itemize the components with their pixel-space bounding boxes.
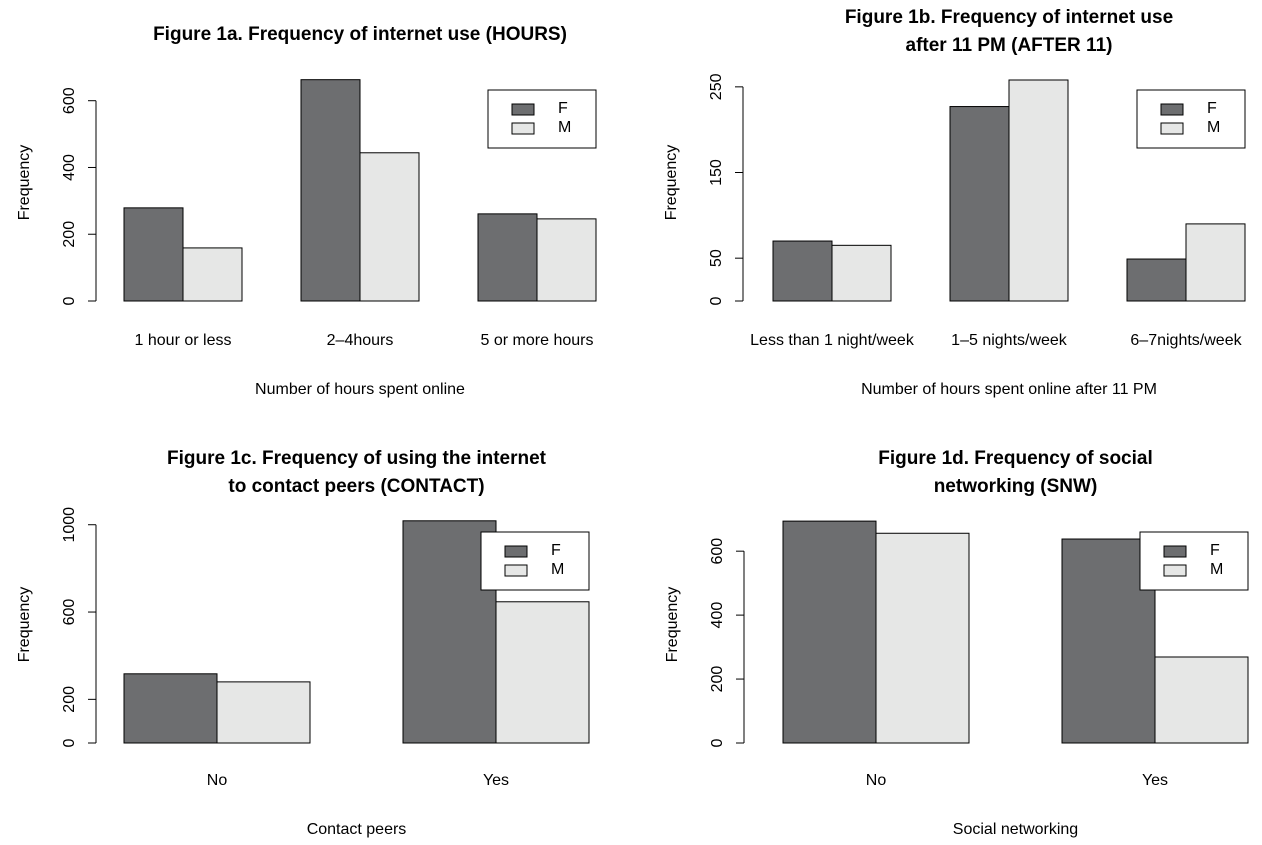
chart-title: Figure 1b. Frequency of internet use — [845, 7, 1173, 28]
legend-box — [1136, 89, 1246, 149]
legend-swatch — [1163, 545, 1187, 558]
x-tick-label: Yes — [1142, 772, 1168, 789]
legend-swatch — [1163, 564, 1187, 577]
y-tick-label: 0 — [61, 738, 78, 747]
panel: Figure 1b. Frequency of internet use afte… — [663, 7, 1246, 398]
bar — [782, 520, 877, 744]
bar — [123, 207, 184, 302]
bar — [300, 79, 361, 302]
chart-title: after 11 PM (AFTER 11) — [906, 35, 1113, 56]
x-tick-label: 5 or more hours — [481, 332, 594, 349]
x-tick-label: No — [866, 772, 887, 789]
panel: Figure 1a. Frequency of internet use (HO… — [16, 24, 597, 398]
y-tick-label: 250 — [708, 73, 725, 100]
x-axis-label: Social networking — [953, 821, 1078, 838]
x-tick-label: Less than 1 night/week — [750, 332, 915, 349]
legend-label: M — [1210, 561, 1223, 578]
bar — [536, 218, 597, 302]
legend-swatch — [504, 545, 528, 558]
bar — [1126, 258, 1187, 302]
y-tick-label: 400 — [709, 602, 726, 629]
legend-label: M — [551, 561, 564, 578]
bar — [875, 532, 970, 744]
legend-swatch — [504, 564, 528, 577]
chart-title: Figure 1c. Frequency of using the intern… — [167, 448, 547, 469]
y-tick-label: 200 — [61, 686, 78, 713]
bar — [772, 240, 833, 302]
bar — [359, 152, 420, 302]
bar — [123, 673, 218, 744]
y-tick-label: 400 — [61, 154, 78, 181]
y-tick-label: 200 — [709, 666, 726, 693]
legend-box — [487, 89, 597, 149]
x-axis-label: Number of hours spent online — [255, 381, 465, 398]
bar — [182, 247, 243, 302]
legend-label: F — [551, 542, 561, 559]
bar — [1185, 223, 1246, 302]
y-axis-label: Frequency — [664, 587, 681, 663]
legend-box — [480, 531, 590, 591]
legend-box — [1139, 531, 1249, 591]
legend-label: F — [558, 100, 568, 117]
y-tick-label: 600 — [61, 87, 78, 114]
legend-swatch — [1160, 103, 1184, 116]
legend-label: M — [1207, 119, 1220, 136]
y-axis-label: Frequency — [16, 145, 33, 221]
y-tick-label: 150 — [708, 159, 725, 186]
y-tick-label: 200 — [61, 221, 78, 248]
y-tick-label: 600 — [709, 538, 726, 565]
x-tick-label: No — [207, 772, 228, 789]
y-tick-label: 0 — [709, 738, 726, 747]
chart-title: Figure 1a. Frequency of internet use (HO… — [153, 24, 567, 45]
legend-label: M — [558, 119, 571, 136]
x-axis-label: Number of hours spent online after 11 PM — [861, 381, 1157, 398]
y-tick-label: 50 — [708, 249, 725, 267]
panel: Figure 1c. Frequency of using the intern… — [16, 448, 590, 838]
chart-title: networking (SNW) — [934, 476, 1098, 497]
y-tick-label: 0 — [61, 296, 78, 305]
bar — [831, 244, 892, 302]
x-tick-label: Yes — [483, 772, 509, 789]
chart-title: Figure 1d. Frequency of social — [878, 448, 1153, 469]
y-axis-label: Frequency — [16, 587, 33, 663]
legend-swatch — [511, 103, 535, 116]
legend-label: F — [1207, 100, 1217, 117]
bar — [1154, 656, 1249, 744]
legend-swatch — [511, 122, 535, 135]
chart-title: to contact peers (CONTACT) — [228, 476, 484, 497]
x-tick-label: 1 hour or less — [135, 332, 232, 349]
y-tick-label: 1000 — [61, 507, 78, 543]
bar — [477, 213, 538, 302]
y-axis-label: Frequency — [663, 145, 680, 221]
panel: Figure 1d. Frequency of social networking… — [664, 448, 1249, 838]
legend-label: F — [1210, 542, 1220, 559]
x-tick-label: 1–5 nights/week — [951, 332, 1068, 349]
bar — [216, 681, 311, 744]
x-axis-label: Contact peers — [307, 821, 407, 838]
x-tick-label: 2–4hours — [327, 332, 394, 349]
bar — [949, 106, 1010, 302]
y-tick-label: 0 — [708, 296, 725, 305]
x-tick-label: 6–7nights/week — [1130, 332, 1242, 349]
legend-swatch — [1160, 122, 1184, 135]
y-tick-label: 600 — [61, 599, 78, 626]
bar — [495, 601, 590, 744]
bar — [1008, 79, 1069, 302]
